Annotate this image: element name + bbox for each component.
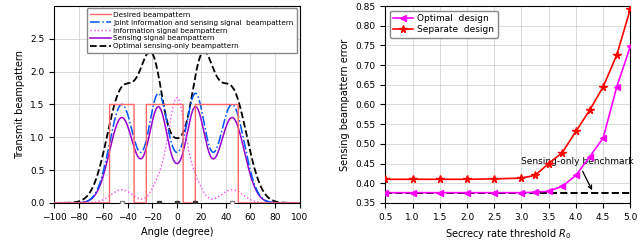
Optimal  design	[586, 155, 593, 158]
Optimal  design	[545, 190, 552, 192]
Optimal  design	[490, 191, 498, 194]
X-axis label: Secrecy rate threshold $R_0$: Secrecy rate threshold $R_0$	[445, 227, 571, 241]
Y-axis label: Transmit beampattern: Transmit beampattern	[15, 50, 25, 159]
Optimal  design	[559, 185, 566, 188]
Separate  design	[531, 174, 539, 177]
Optimal  design	[436, 191, 444, 194]
Separate  design	[545, 162, 552, 165]
Separate  design	[559, 151, 566, 154]
Separate  design	[518, 177, 525, 180]
Legend: Optimal  design, Separate  design: Optimal design, Separate design	[390, 11, 497, 38]
Separate  design	[586, 109, 593, 112]
Separate  design	[599, 85, 607, 88]
Optimal  design	[613, 85, 621, 88]
Line: Separate  design: Separate design	[381, 5, 634, 183]
Y-axis label: Sensing beampattern error: Sensing beampattern error	[340, 38, 350, 171]
Optimal  design	[409, 191, 417, 194]
Line: Optimal  design: Optimal design	[382, 43, 634, 196]
Separate  design	[627, 7, 634, 10]
Text: Sensing-only benchmark: Sensing-only benchmark	[522, 157, 634, 189]
Optimal  design	[572, 174, 580, 177]
Separate  design	[463, 178, 471, 181]
Optimal  design	[531, 191, 539, 194]
Optimal  design	[627, 45, 634, 48]
Optimal  design	[463, 191, 471, 194]
Optimal  design	[599, 137, 607, 139]
Separate  design	[490, 177, 498, 180]
Separate  design	[381, 178, 389, 181]
Separate  design	[436, 178, 444, 181]
Separate  design	[409, 178, 417, 181]
Separate  design	[613, 53, 621, 56]
X-axis label: Angle (degree): Angle (degree)	[141, 227, 213, 237]
Separate  design	[572, 130, 580, 133]
Optimal  design	[381, 191, 389, 194]
Legend: Desired beampattern, Joint information and sensing signal  beampattern, Informat: Desired beampattern, Joint information a…	[87, 8, 298, 53]
Optimal  design	[518, 191, 525, 194]
